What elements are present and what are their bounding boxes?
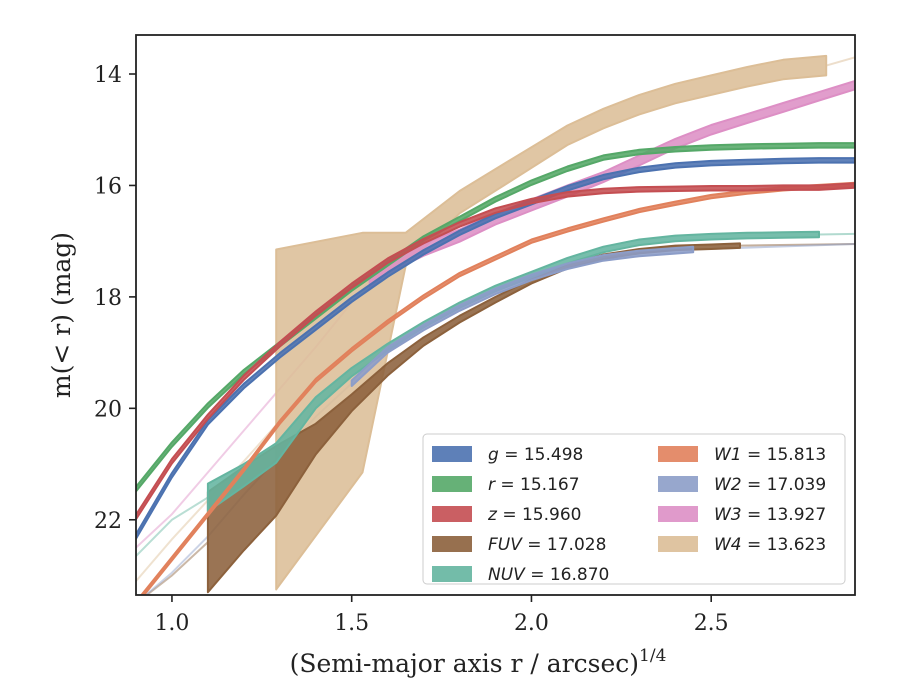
legend-label-r: r = 15.167 bbox=[488, 475, 580, 495]
legend-swatch-z bbox=[432, 506, 472, 522]
legend-swatch-r bbox=[432, 476, 472, 492]
series-nuv-outer-extrapolation bbox=[818, 232, 855, 236]
series-layer bbox=[136, 54, 855, 595]
series-nuv-inner-extrapolation bbox=[136, 496, 209, 557]
legend-swatch-g bbox=[432, 446, 472, 462]
x-axis-label-exponent: 1/4 bbox=[639, 646, 666, 666]
x-tick-label: 2.5 bbox=[694, 611, 729, 636]
legend-swatch-w4 bbox=[658, 536, 698, 552]
series-w4-outer-extrapolation bbox=[825, 56, 855, 67]
legend: g = 15.498 r = 15.167 z = 15.960 FUV = 17.0… bbox=[422, 433, 846, 585]
series-fuv-band bbox=[206, 242, 741, 594]
series-z-band bbox=[136, 182, 855, 521]
legend-label-z: z = 15.960 bbox=[487, 505, 581, 525]
x-axis-ticks: 1.0 1.5 2.0 2.5 bbox=[154, 595, 729, 636]
x-tick-label: 2.0 bbox=[514, 611, 549, 636]
y-tick-label: 16 bbox=[94, 174, 122, 199]
y-tick-label: 14 bbox=[94, 63, 122, 88]
series-g-band bbox=[136, 157, 855, 540]
legend-label-w1: W1 = 15.813 bbox=[714, 445, 826, 465]
legend-swatch-fuv bbox=[432, 536, 472, 552]
legend-label-g: g = 15.498 bbox=[488, 445, 583, 465]
legend-swatch-w1 bbox=[658, 446, 698, 462]
legend-swatch-w2 bbox=[658, 476, 698, 492]
series-w2-band bbox=[350, 245, 695, 387]
x-tick-label: 1.0 bbox=[154, 611, 189, 636]
series-w1-band bbox=[140, 181, 855, 595]
legend-label-w3: W3 = 13.927 bbox=[714, 505, 826, 525]
plot-frame bbox=[135, 34, 856, 596]
x-axis-label: (Semi-major axis r / arcsec)1/4 bbox=[290, 646, 667, 678]
legend-label-w4: W4 = 13.623 bbox=[714, 535, 826, 555]
y-tick-label: 20 bbox=[94, 397, 122, 422]
y-tick-label: 22 bbox=[94, 509, 122, 534]
y-tick-label: 18 bbox=[94, 286, 122, 311]
legend-label-fuv: FUV = 17.028 bbox=[488, 535, 606, 555]
legend-label-w2: W2 = 17.039 bbox=[714, 475, 826, 495]
legend-swatch-nuv bbox=[432, 566, 472, 582]
legend-label-nuv: NUV = 16.870 bbox=[488, 565, 609, 585]
legend-items: g = 15.498 r = 15.167 z = 15.960 FUV = 17.0… bbox=[432, 445, 826, 585]
x-tick-label: 1.5 bbox=[334, 611, 369, 636]
y-axis-label: m(< r) (mag) bbox=[47, 232, 76, 398]
legend-frame bbox=[422, 433, 846, 585]
y-axis-ticks: 14 16 18 20 22 bbox=[94, 63, 136, 534]
legend-swatch-w3 bbox=[658, 506, 698, 522]
